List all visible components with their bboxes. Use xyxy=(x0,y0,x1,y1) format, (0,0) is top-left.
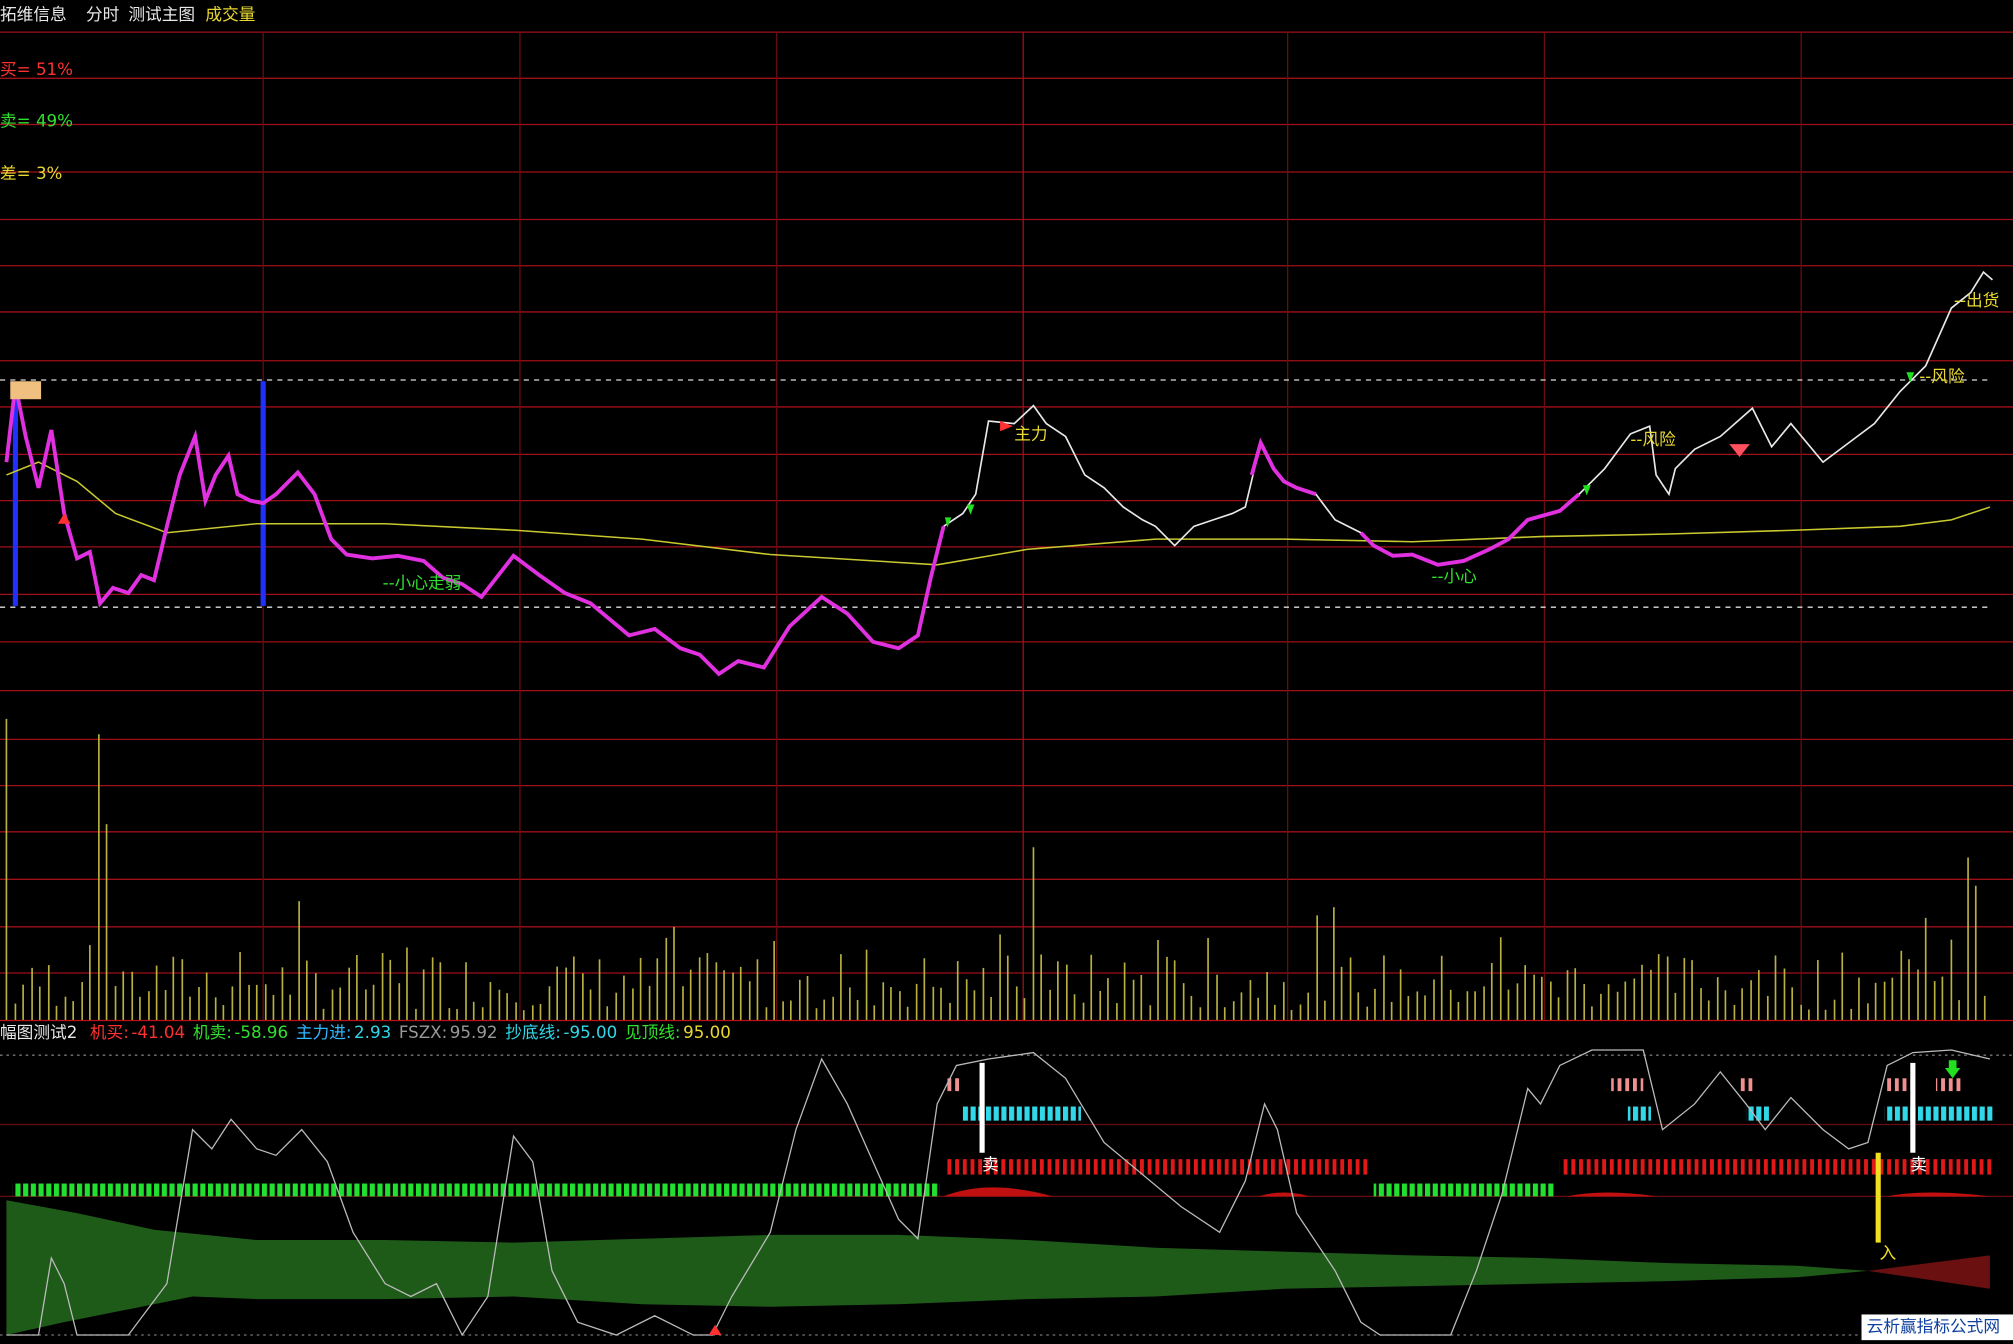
weak-price-line xyxy=(4,384,946,677)
volume-bars xyxy=(5,718,1986,1021)
mark-label: 卖 xyxy=(1910,1155,1927,1174)
average-line xyxy=(6,461,1991,566)
annotation: --出货 xyxy=(1954,291,1999,310)
cyan-strip xyxy=(962,1106,1081,1121)
cyan-strip xyxy=(1627,1106,1651,1121)
legend-label: 主力进: xyxy=(296,1023,352,1042)
oscillator-line xyxy=(6,1049,1991,1337)
annotation: 主力 xyxy=(1014,425,1047,444)
annotation: --风险 xyxy=(1630,430,1676,449)
white-bar xyxy=(979,1062,985,1153)
volume-indicator[interactable]: 成交量 xyxy=(205,5,255,24)
legend-value: -95.00 xyxy=(563,1023,617,1042)
legend-value: 2.93 xyxy=(354,1023,391,1042)
buy-arrow xyxy=(708,1324,722,1336)
annotation: --小心走弱 xyxy=(383,574,462,593)
risk-icon xyxy=(1729,444,1750,457)
weak-price-line xyxy=(1359,492,1581,567)
indicator-title: 幅图测试2 xyxy=(0,1023,77,1042)
red-strip xyxy=(1559,1159,1993,1175)
legend-value: 95.00 xyxy=(683,1023,731,1042)
cyan-strip xyxy=(1884,1106,1993,1121)
blue-bar xyxy=(260,381,266,606)
red-hump xyxy=(943,1187,1990,1197)
diff-stat: 差= 3% xyxy=(0,164,62,183)
red-area xyxy=(1867,1255,1990,1289)
main-indicator[interactable]: 测试主图 xyxy=(128,5,195,24)
legend-label: FSZX: xyxy=(399,1023,447,1042)
mark-label: 入 xyxy=(1879,1244,1896,1263)
legend-value: -41.04 xyxy=(131,1023,185,1042)
pink-strip xyxy=(946,1078,959,1092)
annotation: --小心 xyxy=(1431,567,1477,586)
green-strip xyxy=(1373,1183,1556,1197)
sell-stat: 卖= 49% xyxy=(0,111,73,130)
watermark: 云析赢指标公式网 xyxy=(1867,1317,2000,1336)
yellow-bar xyxy=(1875,1152,1881,1243)
stock-name[interactable]: 拓维信息 xyxy=(0,5,67,24)
green-area xyxy=(6,1200,1868,1336)
pink-strip xyxy=(1611,1078,1644,1092)
annotation: --风险 xyxy=(1919,367,1965,386)
legend-label: 见顶线: xyxy=(625,1023,681,1042)
tag xyxy=(10,381,42,400)
weak-price-line xyxy=(1249,437,1317,497)
pink-strip xyxy=(1739,1078,1753,1092)
legend-label: 机买: xyxy=(90,1023,129,1042)
white-bar xyxy=(1910,1062,1916,1153)
legend-label: 机卖: xyxy=(193,1023,232,1042)
watermark-bg xyxy=(1861,1314,2013,1341)
blue-bar xyxy=(12,385,18,606)
legend-label: 抄底线: xyxy=(505,1023,561,1042)
period-tab[interactable]: 分时 xyxy=(86,5,120,24)
cyan-strip xyxy=(1745,1106,1770,1121)
grid xyxy=(0,31,2013,1021)
buy-stat: 买= 51% xyxy=(0,60,73,79)
pink-strip xyxy=(1884,1078,1911,1092)
legend-value: 95.92 xyxy=(450,1023,498,1042)
pink-strip xyxy=(1935,1078,1962,1092)
mark-label: 卖 xyxy=(982,1155,999,1174)
indicator-legend: 机买: -41.04 机卖: -58.96 主力进: 2.93 FSZX: 95.92 抄底线:… xyxy=(90,1023,731,1042)
legend-value: -58.96 xyxy=(234,1023,288,1042)
green-strip xyxy=(12,1183,940,1197)
buy-arrow xyxy=(1944,1060,1961,1079)
red-strip xyxy=(946,1159,1370,1175)
